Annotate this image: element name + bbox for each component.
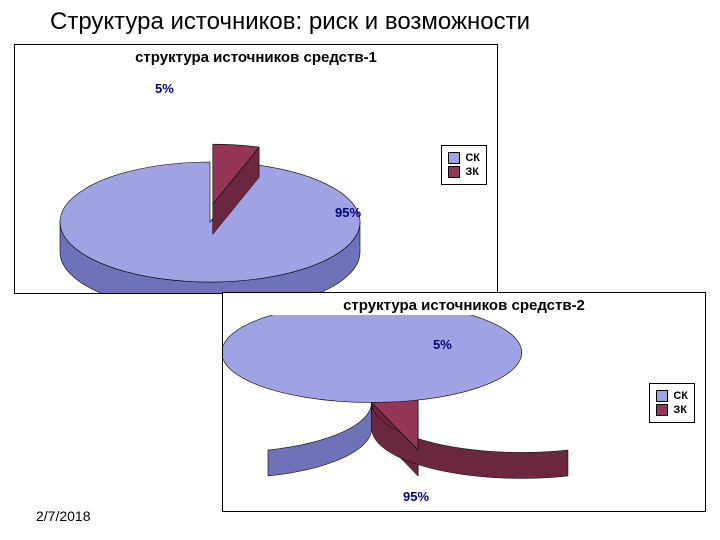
legend-label-zk: ЗК [465, 166, 479, 178]
chart-2-legend: СК ЗК [649, 383, 695, 423]
legend-row-zk: ЗК [656, 404, 688, 416]
legend-swatch-ck [656, 390, 668, 402]
chart-1-pie [15, 67, 497, 293]
legend-swatch-zk [656, 404, 668, 416]
legend-label-ck: СК [465, 152, 480, 164]
chart-1-legend: СК ЗК [441, 145, 487, 185]
chart-1-label-small: 5% [155, 81, 174, 96]
legend-swatch-zk [448, 166, 460, 178]
legend-label-zk: ЗК [673, 404, 687, 416]
chart-2-label-large: 95% [403, 489, 429, 504]
chart-panel-2: структура источников средств-2 5% 95% СК… [222, 292, 706, 512]
page-title: Структура источников: риск и возможности [50, 8, 530, 36]
footer-date: 2/7/2018 [36, 508, 91, 524]
legend-row-zk: ЗК [448, 166, 480, 178]
chart-panel-1: структура источников средств-1 95% 5% СК… [14, 44, 498, 294]
chart-1-label-large: 95% [335, 205, 361, 220]
chart-2-title: структура источников средств-2 [223, 297, 705, 314]
legend-row-ck: СК [656, 390, 688, 402]
legend-swatch-ck [448, 152, 460, 164]
legend-row-ck: СК [448, 152, 480, 164]
legend-label-ck: СК [673, 390, 688, 402]
chart-1-title: структура источников средств-1 [15, 49, 497, 66]
chart-2-pie [223, 315, 705, 511]
chart-2-label-small: 5% [433, 337, 452, 352]
